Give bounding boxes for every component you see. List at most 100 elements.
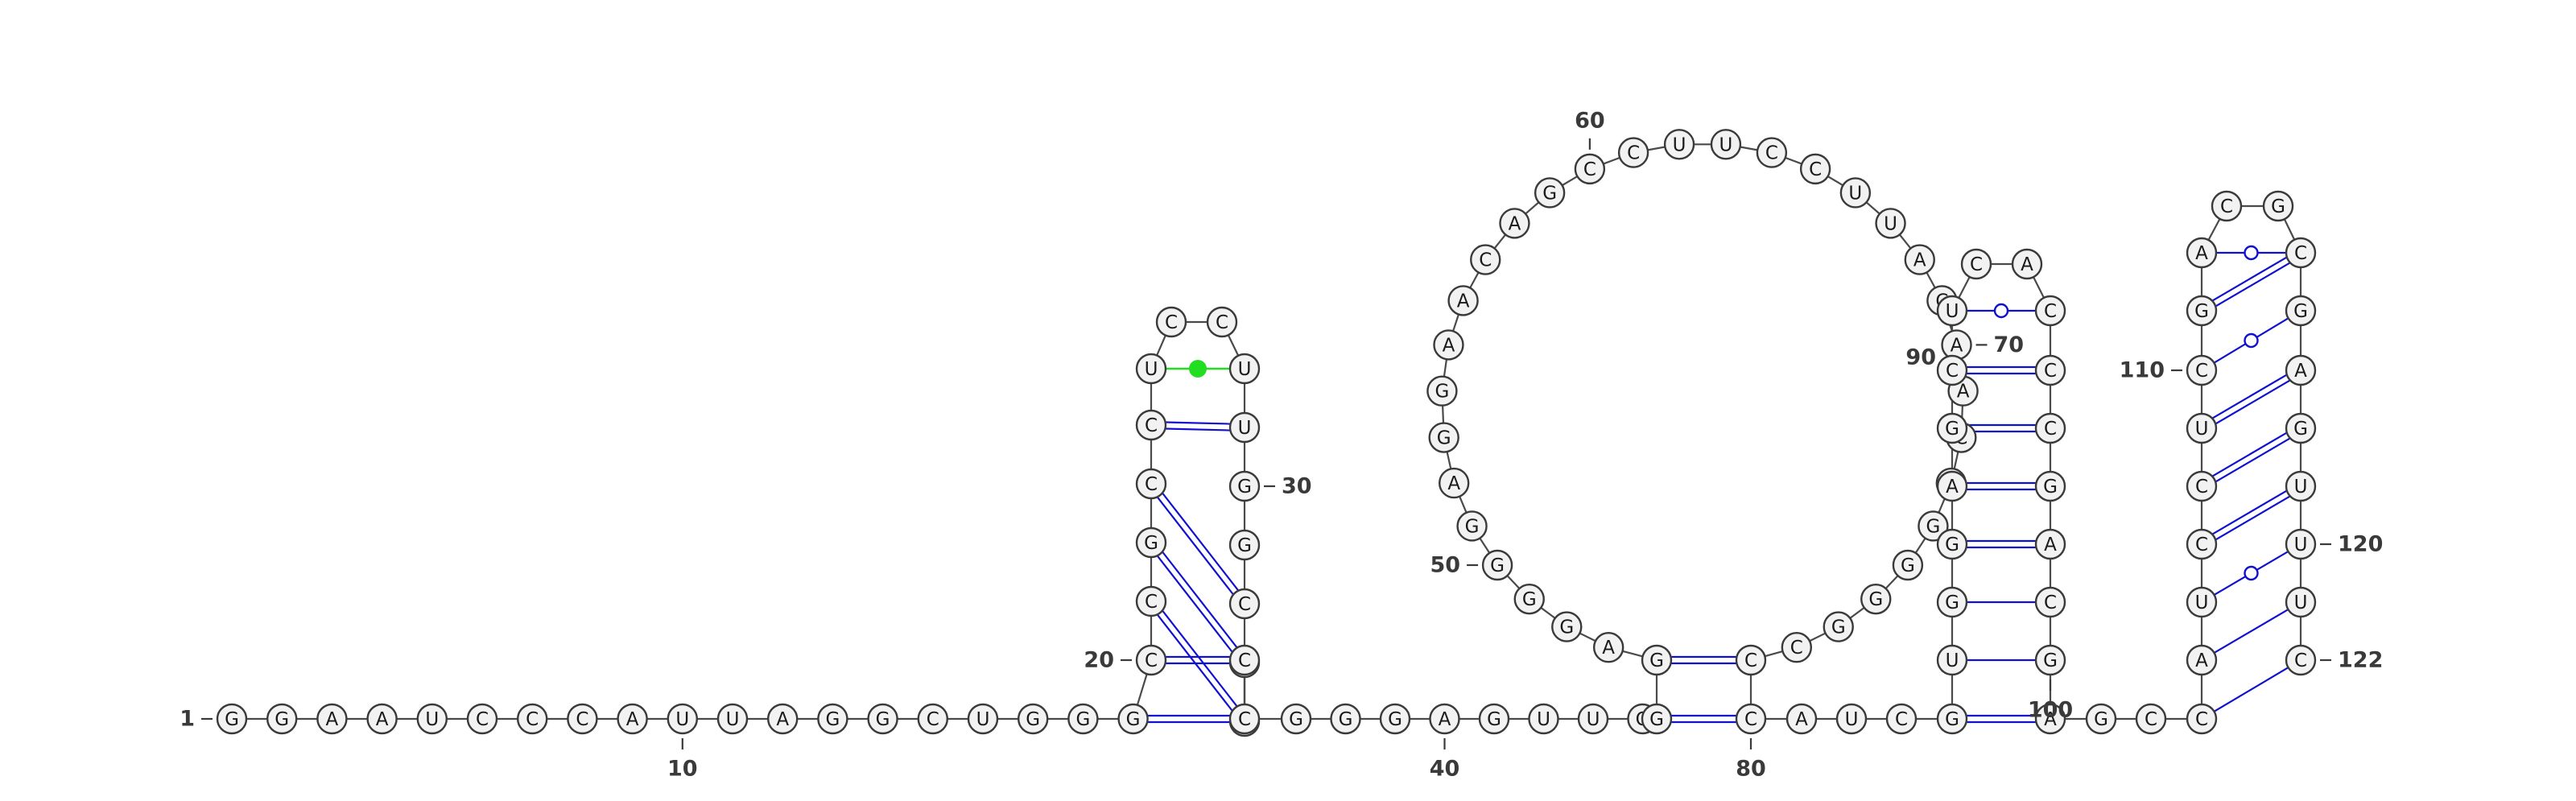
nucleotide-70: A [1941,329,1972,361]
nucleotide-100: G [2034,644,2066,676]
nucleotide-letter: C [1238,594,1251,615]
pair-line [2215,437,2291,483]
nucleotide-circle [1017,703,1049,735]
nucleotide-circle [1756,137,1788,168]
nucleotide-13: G [817,703,848,735]
backbone-segment [1647,146,1666,151]
nucleotide-circle [1481,549,1513,581]
nucleotide-32: C [1228,588,1261,620]
gu-wobble-marker [2244,565,2259,581]
nucleotide-letter: C [1145,415,1158,436]
nucleotide-letter: G [1926,516,1941,537]
backbone-segment [1765,650,1783,658]
nucleotide-circle [1936,703,1968,735]
backbone-segment [1136,673,1148,706]
nucleotide-circle [2186,586,2218,618]
nucleotide-49: G [1513,583,1545,615]
nucleotide-circle [1551,611,1583,642]
nucleotide-circle [1799,153,1831,185]
nucleotide-41: G [1478,703,1510,735]
index-label-30: 30 [1282,474,1312,499]
nucleotide-circle [1735,703,1767,735]
nucleotide-letter: C [2145,709,2157,730]
nucleotide-letter: A [2195,243,2208,264]
nucleotide-23: C [1135,468,1167,500]
nucleotide-circle [1577,703,1609,735]
nucleotide-circle [2034,528,2066,560]
nucleotide-letter: A [1946,477,1959,498]
nucleotide-letter: G [275,709,289,730]
pair-line [2213,609,2289,654]
nucleotide-circle [2211,190,2243,222]
nucleotide-2: G [266,703,298,735]
nucleotide-circle [767,703,799,735]
nucleotide-circle [1280,703,1312,735]
nucleotide-circle [2135,703,2167,735]
nucleotide-letter: A [776,709,789,730]
nucleotide-circle [1447,285,1479,316]
nucleotide-circle [817,703,848,735]
base-pair-104-122 [2213,667,2289,712]
nucleotide-letter: A [2044,535,2057,555]
nucleotide-78: C [1781,632,1813,663]
nucleotide-93: A [2011,248,2043,280]
nucleotide-letter: G [1559,617,1574,638]
pair-line [2215,262,2291,308]
nucleotide-letter: U [1238,359,1252,380]
nucleotide-letter: C [927,709,939,730]
nucleotide-52: A [1438,467,1470,499]
nucleotide-79: C [1735,644,1767,676]
nucleotide-circle [617,703,648,735]
nucleotide-circle [2285,586,2317,618]
nucleotide-circle [967,703,999,735]
nucleotide-circle [1839,177,1872,209]
nucleotide-45: G [1641,703,1673,735]
nucleotide-circle [2034,354,2066,386]
nucleotide-117: A [2285,354,2317,386]
index-label-40: 40 [1430,757,1460,782]
nucleotide-letter: C [2195,477,2208,498]
nucleotide-113: C [2211,190,2243,222]
backbone-segment [1622,650,1643,658]
nucleotide-letter: C [1238,709,1251,730]
nucleotide-circle [2011,248,2043,280]
nucleotide-circle [2262,190,2294,222]
nucleotide-letter: U [1845,709,1859,730]
backbone-segment [1849,606,1865,619]
index-label-122: 122 [2338,648,2383,673]
base-pair-107-119 [2211,489,2291,541]
nucleotide-114: G [2262,190,2294,222]
pair-line [2215,379,2291,425]
pair-line [2215,495,2291,541]
pair-line [1162,551,1239,650]
nucleotide-letter: U [425,709,439,730]
nucleotide-circle [1228,703,1261,735]
nucleotide-circle [1781,632,1813,663]
nucleotide-letter: G [1144,533,1158,554]
nucleotide-122: C [2285,644,2317,676]
nucleotide-circle [266,703,298,735]
base-pair-88-97 [1967,481,2036,491]
pair-line [1157,613,1234,712]
nucleotide-circle [1429,703,1460,735]
nucleotide-letter: A [1602,638,1615,659]
pair-line [1162,610,1239,709]
nucleotide-81: A [1785,703,1818,735]
nucleotide-5: U [416,703,448,735]
nucleotide-circle [1206,306,1238,338]
nucleotide-107: C [2186,528,2218,560]
base-pair-105-121 [2213,609,2289,654]
nucleotide-8: C [567,703,598,735]
nucleotide-letter: G [1435,382,1449,403]
nucleotide-27: C [1206,306,1238,338]
nucleotide-94: C [2034,295,2066,327]
backbone-segment [2283,218,2296,241]
nucleotide-95: C [2034,354,2066,386]
nucleotide-115: C [2285,237,2317,269]
backbone-segment [1579,632,1596,642]
base-pair-91-94 [1967,303,2036,319]
nucleotide-letter: G [225,709,239,730]
nucleotide-circle [2285,412,2317,444]
nucleotide-circle [1528,703,1559,735]
